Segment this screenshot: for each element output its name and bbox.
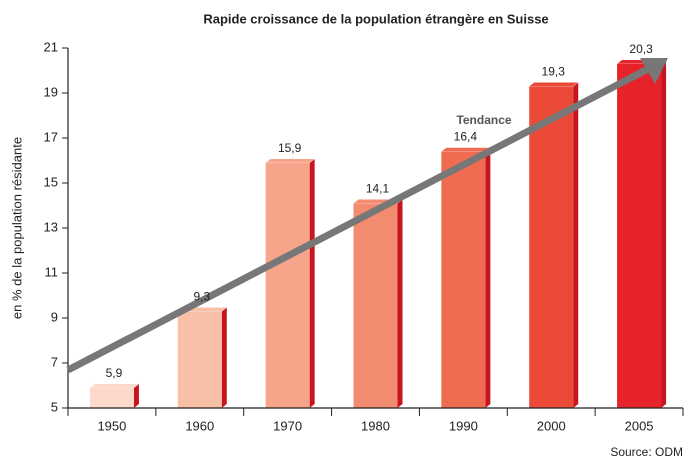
bar-group [352,199,404,408]
x-tick-label: 2005 [625,418,654,433]
bar-side [485,147,491,408]
value-label: 20,3 [629,42,653,56]
x-tick-label: 1960 [185,418,214,433]
y-axis-label: en % de la population résidante [9,137,24,319]
x-tick-label: 1990 [449,418,478,433]
bar-top [264,158,316,163]
bar-side [661,59,667,408]
y-tick-label: 11 [45,264,59,279]
bar [617,63,662,408]
bar-group [177,307,228,408]
bar [89,387,134,408]
y-tick-label: 5 [51,399,58,414]
value-label: 14,1 [366,181,390,195]
bar-group [89,383,140,408]
y-tick-label: 21 [44,39,58,54]
value-label: 5,9 [106,366,123,380]
y-tick-label: 9 [51,309,58,324]
chart-title: Rapide croissance de la population étran… [203,11,548,26]
bar-side [221,307,227,408]
bar-side [133,383,139,408]
bar-side [309,158,315,408]
value-label: 15,9 [278,141,302,155]
y-tick-label: 19 [44,84,58,99]
annotation: Tendance [456,113,511,127]
x-tick-label: 1980 [361,418,390,433]
x-tick-label: 2000 [537,418,566,433]
x-tick-label: 1970 [273,418,302,433]
y-tick-label: 15 [44,174,58,189]
value-label: 9,3 [193,289,210,303]
value-label: 16,4 [454,130,478,144]
bar-side [397,199,403,408]
bar-group [440,147,492,408]
y-tick-label: 13 [44,219,58,234]
bar [529,86,574,408]
bar [441,151,486,408]
trend-line [66,65,650,374]
y-tick-label: 7 [51,354,58,369]
bar-group [616,59,667,408]
bar [177,311,222,408]
bar-top [89,383,140,388]
trend-head [640,58,668,84]
trend-arrow [66,58,668,374]
source: Source: ODM [610,445,683,459]
x-tick-label: 1950 [97,418,126,433]
bar-top [528,82,579,87]
bar-group [264,158,316,408]
bar-group [528,82,579,408]
plot [89,59,667,408]
bar-side [573,82,579,408]
value-label: 19,3 [542,64,566,78]
bar [265,162,310,408]
bar [353,203,398,408]
y-tick-label: 17 [44,129,58,144]
